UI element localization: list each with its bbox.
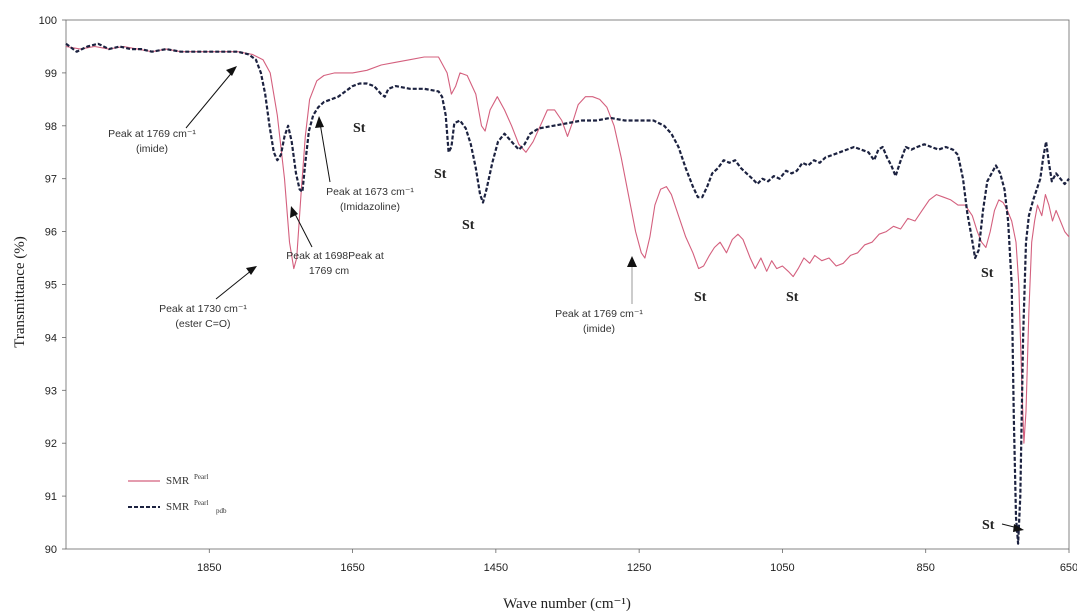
annotation-1730: Peak at 1730 cm⁻¹ (ester C=O): [159, 266, 257, 330]
legend-sup-smr-pearl: Pearl: [194, 473, 208, 481]
svg-text:Peak at 1673 cm⁻¹: Peak at 1673 cm⁻¹: [326, 186, 414, 198]
st-label: St: [982, 518, 995, 533]
y-tick-label: 95: [45, 280, 57, 292]
x-tick-label: 1050: [770, 562, 794, 574]
y-tick-label: 93: [45, 385, 57, 397]
annotation-arrow: [185, 69, 235, 129]
annotation-1769-left: Peak at 1769 cm⁻¹ (imide): [108, 66, 237, 155]
legend-label-smr-pearl-pdb: SMR: [166, 501, 190, 513]
svg-text:Peak at 1698Peak at: Peak at 1698Peak at: [286, 250, 384, 262]
x-tick-label: 1850: [197, 562, 221, 574]
svg-text:(imide): (imide): [136, 143, 168, 155]
arrowhead: [226, 66, 237, 76]
svg-text:Peak at 1769 cm⁻¹: Peak at 1769 cm⁻¹: [108, 128, 196, 140]
arrowhead: [315, 116, 324, 128]
series-line-smr-pearl-pdb: [65, 42, 1070, 545]
annotation-1673: Peak at 1673 cm⁻¹ (Imidazoline): [315, 116, 414, 213]
st-label: St: [694, 290, 707, 305]
svg-text:(ester C=O): (ester C=O): [175, 318, 230, 330]
st-label: St: [786, 290, 799, 305]
annotation-1698: Peak at 1698Peak at 1769 cm: [286, 206, 384, 277]
svg-text:Peak at 1730 cm⁻¹: Peak at 1730 cm⁻¹: [159, 303, 247, 315]
arrowhead: [627, 256, 637, 267]
st-label: St: [434, 167, 447, 182]
st-label: St: [353, 121, 366, 136]
x-tick-label: 1450: [484, 562, 508, 574]
y-tick-label: 94: [45, 332, 57, 344]
y-tick-label: 100: [39, 15, 57, 27]
x-axis-ticks: 1850 1650 1450 1250 1050 850 650: [197, 549, 1077, 574]
y-tick-label: 99: [45, 68, 57, 80]
legend-label-smr-pearl: SMR: [166, 475, 190, 487]
y-tick-label: 97: [45, 174, 57, 186]
y-tick-label: 98: [45, 121, 57, 133]
annotation-arrow: [293, 211, 313, 248]
annotation-arrow: [319, 122, 331, 183]
x-tick-label: 850: [917, 562, 935, 574]
st-label: St: [462, 218, 475, 233]
svg-text:(Imidazoline): (Imidazoline): [340, 201, 400, 213]
st-label: St: [981, 266, 994, 281]
y-axis-title: Transmittance (%): [12, 236, 28, 348]
y-tick-label: 92: [45, 438, 57, 450]
x-tick-label: 650: [1060, 562, 1077, 574]
arrowhead: [290, 206, 298, 218]
svg-text:1769 cm: 1769 cm: [309, 265, 350, 277]
annotation-arrow: [215, 269, 253, 300]
plot-frame: [65, 19, 1070, 550]
arrowhead: [246, 266, 257, 275]
y-tick-label: 90: [45, 544, 57, 556]
series-layer: [65, 42, 1070, 545]
y-axis-ticks: 90 91 92 93 94 95 96 97 98 99 100: [39, 15, 66, 556]
legend-sup-smr-pearl-pdb: Pearl: [194, 499, 208, 507]
x-tick-label: 1650: [340, 562, 364, 574]
annotation-1769-right: Peak at 1769 cm⁻¹ (imide): [555, 256, 643, 335]
svg-text:(imide): (imide): [583, 323, 615, 335]
y-tick-label: 91: [45, 491, 57, 503]
legend-sub-smr-pearl-pdb: pdb: [216, 507, 227, 515]
x-tick-label: 1250: [627, 562, 651, 574]
x-axis-title: Wave number (cm⁻¹): [503, 596, 631, 612]
arrowhead: [1013, 524, 1024, 532]
legend: SMR Pearl SMR Pearl pdb: [128, 473, 227, 515]
y-tick-label: 96: [45, 227, 57, 239]
svg-text:Peak at 1769 cm⁻¹: Peak at 1769 cm⁻¹: [555, 308, 643, 320]
series-line-smr-pearl: [65, 45, 1070, 444]
